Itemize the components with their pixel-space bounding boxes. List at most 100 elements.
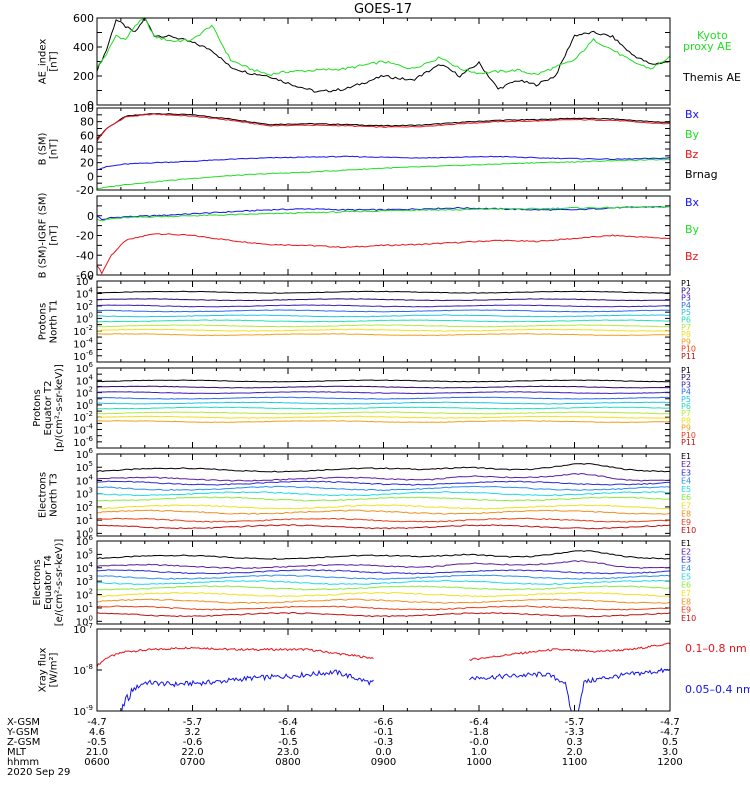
y-axis-label: AE_index — [38, 39, 49, 85]
table-cell: 0700 — [180, 757, 205, 768]
panel-xray: 10-9 10-8 10-7 Xray flux [W/m²] 0.1–0.8 nm 0.0… — [38, 622, 750, 718]
y-tick-exponent: 3 — [89, 574, 93, 582]
y-tick-exponent: -6 — [86, 349, 94, 357]
y-tick-label: 103 — [76, 487, 93, 501]
series-line — [97, 18, 670, 77]
legend-label: Kyoto — [697, 29, 728, 42]
series-line — [97, 233, 670, 275]
panel-frame — [96, 17, 671, 106]
legend-label: Bx — [685, 196, 700, 209]
y-tick-exponent: -4 — [86, 423, 94, 431]
y-axis-label: [p/(cm²-s-sr-keV)] — [54, 364, 65, 452]
table-cell: -1.8 — [469, 727, 489, 738]
legend-label: 0.05–0.4 nm — [685, 683, 750, 696]
legend-label: E1 — [681, 539, 691, 548]
table-cell: -6.6 — [374, 717, 394, 728]
data-b — [97, 113, 670, 190]
series-line — [97, 18, 670, 93]
legend-label: P2 — [681, 286, 691, 295]
series-line — [97, 550, 670, 560]
legend-label: E8 — [681, 597, 691, 606]
series-line — [97, 491, 670, 497]
table-row-label: hhmm — [7, 757, 39, 768]
series-line — [97, 319, 670, 323]
series-line — [97, 333, 670, 337]
legend-label: P7 — [681, 323, 691, 332]
legend-label: proxy AE — [683, 40, 732, 53]
y-tick-label: 100 — [73, 102, 94, 115]
y-axis-label: Xray flux — [38, 648, 49, 693]
series-line — [469, 642, 670, 662]
series-line — [97, 524, 670, 530]
legend-label: P8 — [681, 416, 691, 425]
series-line — [97, 517, 670, 523]
table-cell: 21.0 — [86, 747, 108, 758]
y-axis-label: Protons — [38, 303, 49, 340]
y-tick-label: 104 — [76, 561, 94, 575]
legend-label: 0.1–0.8 nm — [685, 642, 747, 655]
y-tick-label: -20 — [76, 184, 94, 197]
table-cell: -0.0 — [469, 737, 489, 748]
series-line — [97, 401, 670, 405]
table-cell: 0.3 — [567, 737, 583, 748]
y-axis-label: [W/m²] — [49, 652, 60, 687]
y-tick-exponent: 4 — [89, 286, 94, 294]
table-cell: 22.0 — [181, 747, 203, 758]
table-cell: 23.0 — [277, 747, 299, 758]
y-tick-exponent: 5 — [89, 547, 93, 555]
y-tick-exponent: 6 — [89, 447, 94, 455]
table-cell: -5.7 — [183, 717, 203, 728]
legend-label: P3 — [681, 380, 691, 389]
series-line — [97, 328, 670, 332]
series-line — [97, 574, 670, 580]
data-p1 — [97, 290, 670, 362]
series-line — [97, 585, 670, 591]
panel-frame — [96, 280, 671, 363]
table-row-label: X-GSM — [7, 717, 40, 728]
y-tick-exponent: 6 — [89, 534, 94, 542]
y-tick-exponent: 2 — [89, 588, 93, 596]
series-line — [97, 450, 670, 452]
y-tick-exponent: -4 — [86, 336, 94, 344]
y-tick-exponent: 1 — [89, 601, 93, 609]
series-line — [97, 205, 670, 222]
series-line — [97, 612, 670, 618]
series-line — [97, 646, 374, 668]
legend-label: Brnag — [685, 168, 718, 181]
y-tick-label: 20 — [80, 157, 94, 170]
legend-label: E8 — [681, 510, 691, 519]
series-line — [97, 504, 670, 510]
y-axis-label: Electrons — [38, 472, 49, 518]
figure-title: GOES-17 — [354, 2, 412, 17]
legend-label: E5 — [681, 485, 691, 494]
y-tick-exponent: 4 — [89, 473, 94, 481]
series-line — [97, 396, 670, 400]
y-tick-exponent: 1 — [89, 513, 93, 521]
legend-label: E10 — [681, 614, 696, 623]
table-cell: 0.5 — [662, 737, 678, 748]
y-tick-label: 10-7 — [73, 622, 93, 636]
table-cell: -5.7 — [565, 717, 585, 728]
legend-label: P3 — [681, 294, 691, 303]
legend-label: Bx — [685, 108, 700, 121]
series-line — [97, 379, 670, 383]
y-tick-exponent: -8 — [86, 663, 93, 671]
series-line — [97, 411, 670, 415]
panel-frame — [96, 107, 671, 191]
series-line — [97, 569, 670, 575]
legend-label: P1 — [681, 279, 691, 288]
legend-label: E6 — [681, 581, 691, 590]
series-line — [97, 361, 670, 362]
legend-label: P11 — [681, 352, 696, 361]
panel-frame — [96, 540, 671, 625]
y-tick-label: -40 — [76, 249, 94, 262]
table-cell: -4.7 — [87, 717, 107, 728]
panel-frame — [96, 195, 671, 276]
legend-label: E4 — [681, 564, 691, 573]
y-tick-exponent: 3 — [89, 487, 93, 495]
table-cell: 1100 — [562, 757, 587, 768]
table-cell: -4.7 — [660, 717, 680, 728]
